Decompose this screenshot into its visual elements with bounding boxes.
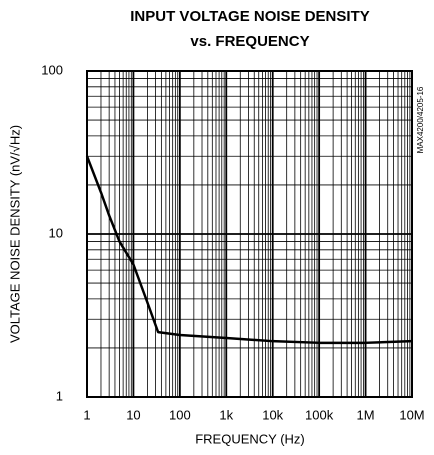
x-tick-label: 10k — [262, 407, 283, 422]
x-tick-label: 100k — [305, 407, 334, 422]
y-tick-label: 10 — [49, 225, 63, 240]
x-tick-label: 1k — [219, 407, 233, 422]
y-axis-label: VOLTAGE NOISE DENSITY (nV/√Hz) — [7, 125, 22, 343]
data-line — [85, 155, 413, 345]
plot-frame — [86, 70, 413, 398]
x-axis-label: FREQUENCY (Hz) — [195, 431, 305, 446]
y-tick-label: 1 — [56, 388, 63, 403]
annotation: MAX4200/4205-16 — [416, 86, 425, 153]
x-tick-label: 10M — [399, 407, 424, 422]
chart-title: INPUT VOLTAGE NOISE DENSITY — [130, 8, 369, 25]
x-tick-label: 1M — [357, 407, 375, 422]
x-tick-label: 1 — [83, 407, 90, 422]
x-tick-label: 100 — [169, 407, 191, 422]
y-tick-label: 100 — [41, 62, 63, 77]
x-tick-label: 10 — [126, 407, 140, 422]
chart-subtitle: vs. FREQUENCY — [190, 33, 309, 50]
